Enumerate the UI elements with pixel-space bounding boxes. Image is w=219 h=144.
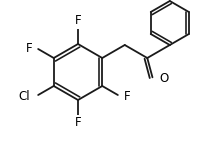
Text: F: F <box>124 90 131 103</box>
Text: F: F <box>26 42 32 55</box>
Text: F: F <box>75 116 81 129</box>
Text: O: O <box>159 72 169 85</box>
Text: F: F <box>75 15 81 28</box>
Text: Cl: Cl <box>19 90 30 103</box>
